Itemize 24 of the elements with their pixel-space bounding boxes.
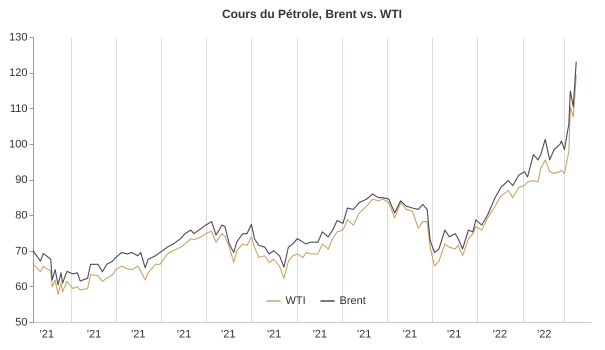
x-tick-label: '22 [492, 328, 508, 340]
y-tick-label: 110 [10, 102, 28, 115]
y-tick-label: 70 [15, 245, 28, 258]
y-tick-label: 50 [15, 316, 28, 328]
chart-title: Cours du Pétrole, Brent vs. WTI [222, 7, 402, 21]
x-tick-label: '21 [356, 328, 372, 340]
x-tick-label: '21 [176, 328, 192, 340]
x-tick-label: '21 [131, 328, 146, 340]
x-tick-label: '22 [537, 328, 552, 340]
x-tick-label: '21 [86, 328, 102, 340]
x-tick-label: '21 [402, 328, 418, 340]
x-tick-label: '21 [221, 328, 236, 340]
x-tick-label: '21 [312, 328, 328, 340]
y-tick-label: 80 [15, 210, 28, 222]
y-tick-label: 100 [9, 138, 28, 150]
x-tick-label: '21 [40, 328, 54, 340]
legend-label: Brent [340, 295, 366, 307]
y-tick-label: 130 [9, 32, 28, 44]
y-tick-label: 90 [15, 174, 28, 186]
x-tick-label: '21 [447, 328, 462, 340]
legend-label: WTI [286, 295, 306, 307]
y-tick-label: 60 [15, 280, 28, 293]
y-tick-label: 120 [9, 67, 28, 80]
x-tick-label: '21 [266, 328, 282, 340]
